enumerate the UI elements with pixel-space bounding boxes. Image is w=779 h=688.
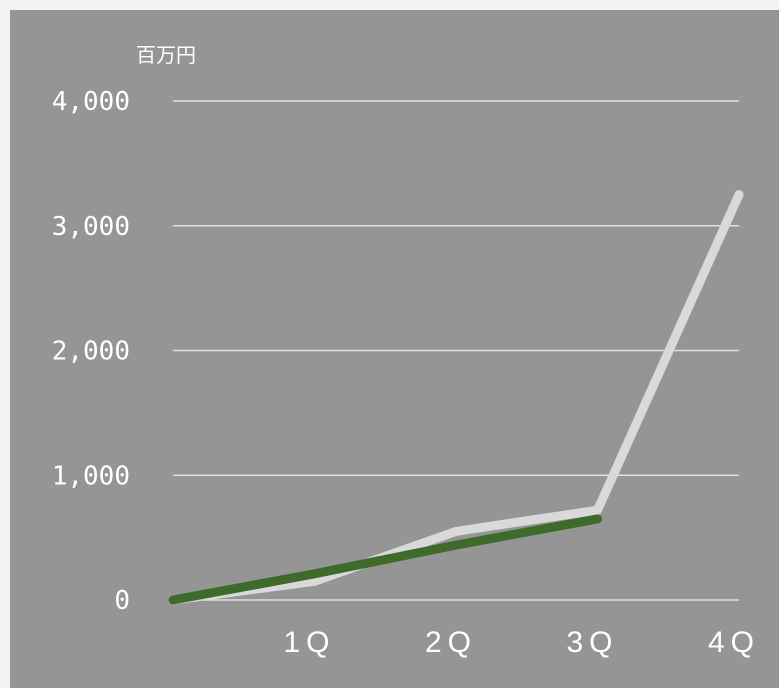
x-axis-ticks: 1Q 2Q 3Q 4Q (283, 626, 760, 659)
series-line-2 (168, 514, 602, 605)
x-tick-label: 3Q (566, 626, 618, 659)
y-tick-label: 1,000 (52, 461, 130, 491)
unit-label: 百万円 (136, 43, 196, 67)
y-axis-ticks: 0 1,000 2,000 3,000 4,000 (52, 87, 130, 616)
y-tick-label: 3,000 (52, 212, 130, 242)
line-chart: 百万円 0 1,000 2,000 3,000 4,000 1Q 2Q 3Q 4Q (52, 43, 760, 659)
series-line-1 (168, 190, 744, 605)
x-tick-label: 4Q (708, 626, 760, 659)
x-tick-label: 1Q (283, 626, 335, 659)
y-tick-label: 4,000 (52, 87, 130, 117)
x-tick-label: 2Q (425, 626, 477, 659)
y-tick-label: 2,000 (52, 337, 130, 367)
series-lines (168, 190, 744, 605)
grid-lines (173, 100, 739, 601)
chart-panel: 百万円 0 1,000 2,000 3,000 4,000 1Q 2Q 3Q 4Q (10, 10, 779, 688)
y-tick-label: 0 (114, 586, 130, 616)
